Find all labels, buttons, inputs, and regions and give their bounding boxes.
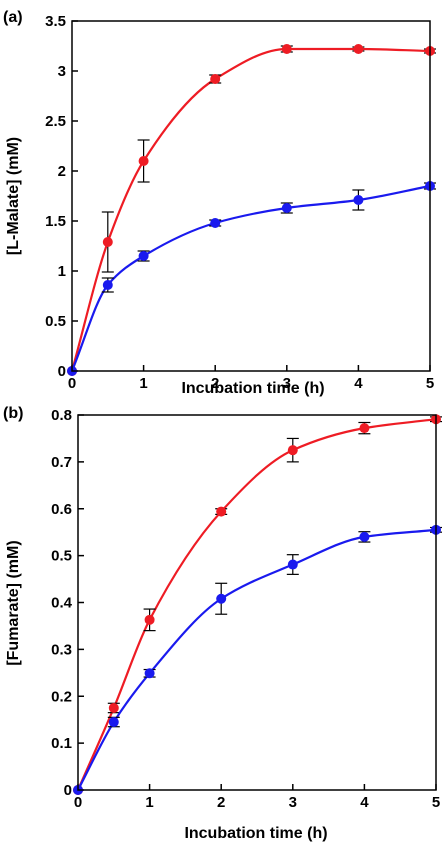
x-tick-label: 0 xyxy=(68,375,76,392)
x-tick-label: 4 xyxy=(354,375,363,392)
data-point xyxy=(108,702,119,713)
series-line-1 xyxy=(70,47,431,372)
data-point xyxy=(144,614,155,625)
data-point xyxy=(144,668,155,679)
series-line-1 xyxy=(76,418,437,791)
x-tick-label: 3 xyxy=(289,794,297,811)
x-tick-label: 5 xyxy=(426,375,434,392)
data-point xyxy=(102,280,113,290)
y-tick-label: 0.2 xyxy=(51,688,72,705)
y-tick-label: 0.6 xyxy=(51,501,72,518)
x-tick-label: 0 xyxy=(74,794,82,811)
plot-area-a xyxy=(67,44,436,376)
data-point xyxy=(102,237,113,247)
x-tick-label: 2 xyxy=(211,375,219,392)
y-tick-label: 2.5 xyxy=(45,113,66,130)
x-tick-label: 1 xyxy=(145,794,153,811)
y-tick-label: 0 xyxy=(58,363,66,380)
data-point xyxy=(216,593,227,604)
axes-frame-a xyxy=(71,20,431,372)
x-axis-title-b: Incubation time (h) xyxy=(184,825,327,842)
x-tick-label: 2 xyxy=(217,794,225,811)
data-point xyxy=(281,44,292,54)
y-tick-label: 0.5 xyxy=(45,313,66,330)
plot-area-b xyxy=(73,414,442,795)
tick-layer-a: 0 1 2 3 4 5 0 0.5 1 1.5 2 2.5 3 3.5 xyxy=(45,13,434,392)
x-tick-label: 4 xyxy=(360,794,369,811)
y-axis-title-b: [Fumarate] (mM) xyxy=(5,540,22,665)
data-point xyxy=(359,423,370,434)
y-tick-label: 0.4 xyxy=(51,595,73,612)
x-tick-label: 5 xyxy=(432,794,440,811)
data-point xyxy=(210,74,221,84)
chart-panel-b: (b) [Fumarate] (mM) Incubation time (h) … xyxy=(3,405,442,842)
data-point xyxy=(210,218,221,228)
data-point xyxy=(138,251,149,261)
tick-layer-b: 0 1 2 3 4 5 0 0.1 0.2 0.3 0.4 0.5 0.6 0.7 0.8 xyxy=(51,407,440,811)
data-point xyxy=(216,506,227,517)
data-point xyxy=(359,531,370,542)
y-tick-label: 0.7 xyxy=(51,454,72,471)
chart-panel-a: (a) [L-Malate] (mM) Incubation time (h) … xyxy=(3,9,436,397)
data-point xyxy=(138,156,149,166)
panel-label-a: (a) xyxy=(3,9,23,26)
axes-frame-b xyxy=(77,414,437,791)
data-point xyxy=(287,559,298,570)
data-point xyxy=(287,445,298,456)
y-tick-label: 0.3 xyxy=(51,641,72,658)
y-tick-label: 0 xyxy=(64,782,72,799)
y-axis-title-a: [L-Malate] (mM) xyxy=(5,137,22,255)
data-point xyxy=(353,195,364,205)
y-tick-label: 3 xyxy=(58,63,66,80)
x-tick-label: 3 xyxy=(283,375,291,392)
data-point xyxy=(353,44,364,54)
data-point xyxy=(108,717,119,728)
y-tick-label: 0.5 xyxy=(51,548,72,565)
y-tick-label: 1 xyxy=(58,263,66,280)
data-point xyxy=(281,203,292,213)
y-tick-label: 3.5 xyxy=(45,13,66,30)
y-tick-label: 0.1 xyxy=(51,735,72,752)
y-tick-label: 2 xyxy=(58,163,66,180)
panel-label-b: (b) xyxy=(3,405,23,422)
series-line-2 xyxy=(70,184,431,372)
y-tick-label: 1.5 xyxy=(45,213,66,230)
x-tick-label: 1 xyxy=(139,375,147,392)
x-axis-title-a: Incubation time (h) xyxy=(181,380,324,397)
y-tick-label: 0.8 xyxy=(51,407,72,424)
